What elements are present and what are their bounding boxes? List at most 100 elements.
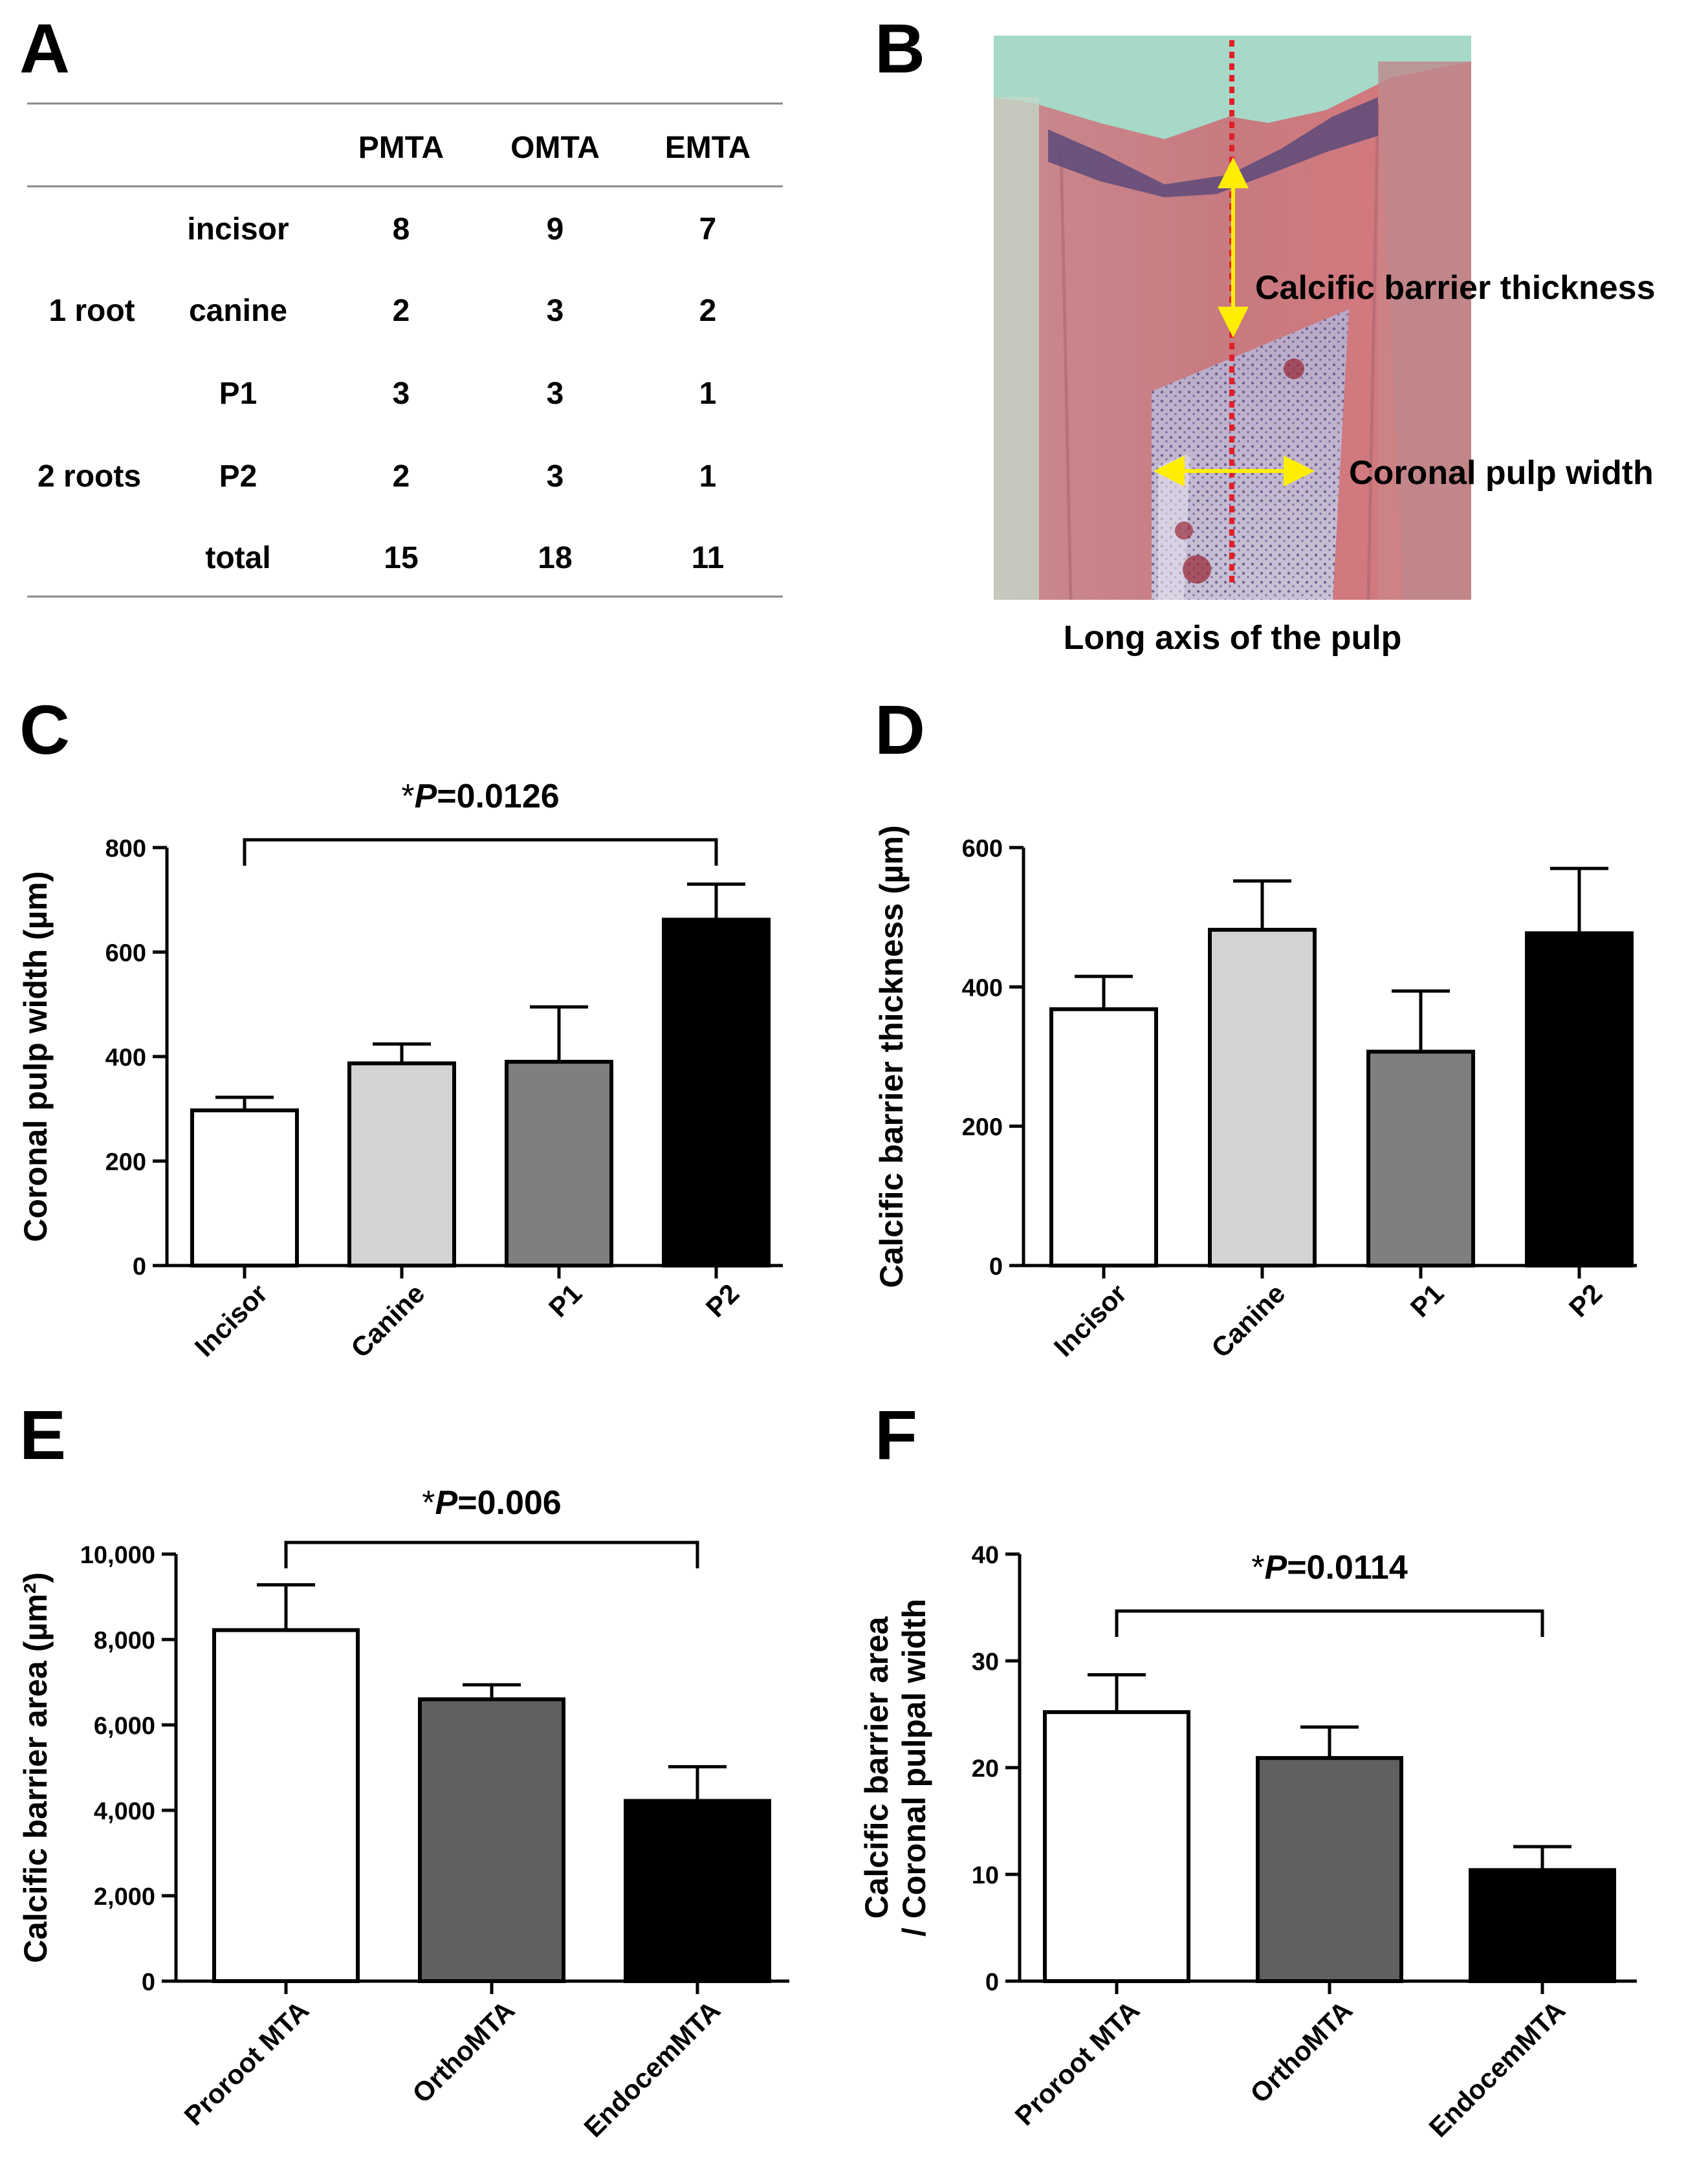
- category-label: EndocemMTA: [578, 1995, 726, 2143]
- table-cell: 15: [384, 541, 418, 575]
- bar: [1525, 931, 1634, 1268]
- y-axis-title: Calcific barrier thickness (µm): [873, 825, 910, 1288]
- bar: [1049, 1007, 1158, 1267]
- table-header-omta: OMTA: [510, 131, 600, 165]
- table-group-2-roots: 2 roots: [38, 459, 141, 494]
- y-tick-label: 400: [962, 974, 1003, 1002]
- y-axis-title: Calcific barrier area (µm²): [17, 1572, 54, 1963]
- panel-letter-d: D: [875, 690, 925, 769]
- bar: [1469, 1868, 1616, 1983]
- panel-letter-c: C: [19, 690, 70, 769]
- bar: [1208, 928, 1317, 1267]
- p-value-number: =0.0114: [1287, 1549, 1408, 1586]
- y-tick-label: 0: [985, 1969, 999, 1996]
- y-tick-label: 600: [105, 940, 146, 967]
- counts-table: PMTA OMTA EMTA 1 root 2 roots incisor 8 …: [27, 102, 783, 598]
- bar: [1043, 1710, 1190, 1983]
- table-group-1-root: 1 root: [49, 294, 135, 328]
- table-cell: 1: [699, 377, 717, 411]
- p-value-label: *P=0.0114: [1251, 1549, 1408, 1586]
- category-label: P1: [543, 1278, 588, 1323]
- y-tick-label: 2,000: [94, 1883, 155, 1911]
- category-label: P1: [1405, 1278, 1450, 1323]
- p-value-label: *P=0.006: [422, 1484, 561, 1522]
- bar: [624, 1799, 771, 1983]
- table-row-label: incisor: [187, 212, 289, 247]
- category-label: Incisor: [189, 1278, 274, 1363]
- y-axis-title-line2: / Coronal pulpal width: [896, 1599, 932, 1936]
- bar: [190, 1108, 299, 1267]
- table-cell: 1: [699, 459, 717, 494]
- y-tick-label: 400: [105, 1044, 146, 1071]
- label-calcific-barrier-thickness: Calcific barrier thickness: [1255, 269, 1656, 307]
- chart-c-coronal-pulp-width: 0 200 400 600 800 Incisor Canine P1 P2 Coronal pu…: [17, 778, 783, 1363]
- significance-bracket: [1115, 1609, 1544, 1637]
- table-cell: 3: [547, 459, 564, 494]
- p-value-letter: P: [435, 1484, 458, 1522]
- table-row-label: P2: [219, 459, 257, 494]
- table-cell: 7: [699, 212, 717, 247]
- bar: [347, 1061, 456, 1268]
- y-tick-label: 800: [105, 835, 146, 862]
- y-tick-label: 40: [972, 1542, 999, 1569]
- category-label: Proroot MTA: [179, 1995, 315, 2131]
- table-row-label: canine: [189, 294, 287, 328]
- panel-letter-b: B: [875, 9, 925, 87]
- panel-letter-f: F: [875, 1396, 917, 1474]
- y-tick-label: 0: [133, 1253, 146, 1280]
- table-cell: 3: [393, 377, 410, 411]
- category-label: Proroot MTA: [1009, 1995, 1146, 2131]
- y-tick-label: 30: [972, 1649, 999, 1676]
- table-header-emta: EMTA: [665, 131, 750, 165]
- y-tick-label: 600: [962, 835, 1003, 862]
- y-tick-label: 200: [962, 1114, 1003, 1141]
- table-row-label: P1: [219, 377, 257, 411]
- bar: [418, 1697, 565, 1983]
- label-coronal-pulp-width: Coronal pulp width: [1349, 454, 1654, 492]
- significance-bracket: [243, 838, 718, 866]
- significance-bracket: [284, 1541, 699, 1568]
- y-tick-label: 8,000: [94, 1627, 155, 1654]
- table-cell: 3: [547, 377, 564, 411]
- y-tick-label: 6,000: [94, 1713, 155, 1740]
- bar: [1256, 1756, 1403, 1983]
- chart-f-area-per-width: 0 10 20 30 40 Proroot MTA OrthoMTA EndocemMTA Ca…: [859, 1542, 1637, 2143]
- chart-e-calcific-barrier-area: 0 2,000 4,000 6,000 8,000 10,000 Proroot MTA Or…: [17, 1484, 789, 2143]
- y-tick-label: 20: [972, 1755, 999, 1783]
- table-row-label: total: [205, 541, 270, 575]
- p-value-letter: P: [1265, 1549, 1287, 1586]
- table-cell: 18: [538, 541, 572, 575]
- table-cell: 8: [393, 212, 410, 247]
- category-label: Canine: [1205, 1278, 1291, 1363]
- y-tick-label: 0: [142, 1969, 155, 1996]
- bar: [212, 1628, 360, 1983]
- table-cell: 2: [699, 294, 717, 328]
- p-value-star: *: [422, 1484, 435, 1522]
- table-cell: 9: [547, 212, 564, 247]
- panel-letter-e: E: [19, 1396, 66, 1474]
- bar: [662, 917, 771, 1268]
- histology-micrograph: [994, 36, 1471, 600]
- y-tick-label: 10: [972, 1862, 999, 1889]
- table-cell: 2: [393, 294, 410, 328]
- p-value-letter: P: [415, 778, 437, 815]
- category-label: OrthoMTA: [406, 1995, 520, 2109]
- p-value-star: *: [1251, 1549, 1264, 1586]
- table-cell: 11: [692, 541, 725, 575]
- y-axis-title: Coronal pulp width (µm): [17, 871, 54, 1242]
- table-header-pmta: PMTA: [358, 131, 444, 165]
- category-label: P2: [1563, 1278, 1608, 1323]
- panel-letter-a: A: [19, 9, 70, 87]
- p-value-star: *: [401, 778, 414, 815]
- caption-long-axis: Long axis of the pulp: [1064, 619, 1402, 657]
- category-label: Canine: [345, 1278, 430, 1363]
- y-tick-label: 10,000: [80, 1542, 155, 1569]
- category-label: P2: [700, 1278, 745, 1323]
- chart-d-calcific-barrier-thickness: 0 200 400 600 Incisor Canine P1 P2 Calcific barr…: [873, 825, 1637, 1363]
- y-axis-title: Calcific barrier area: [859, 1616, 895, 1918]
- category-label: Incisor: [1048, 1278, 1133, 1363]
- y-tick-label: 4,000: [94, 1798, 155, 1825]
- bar: [1366, 1049, 1475, 1268]
- y-tick-label: 200: [105, 1149, 146, 1176]
